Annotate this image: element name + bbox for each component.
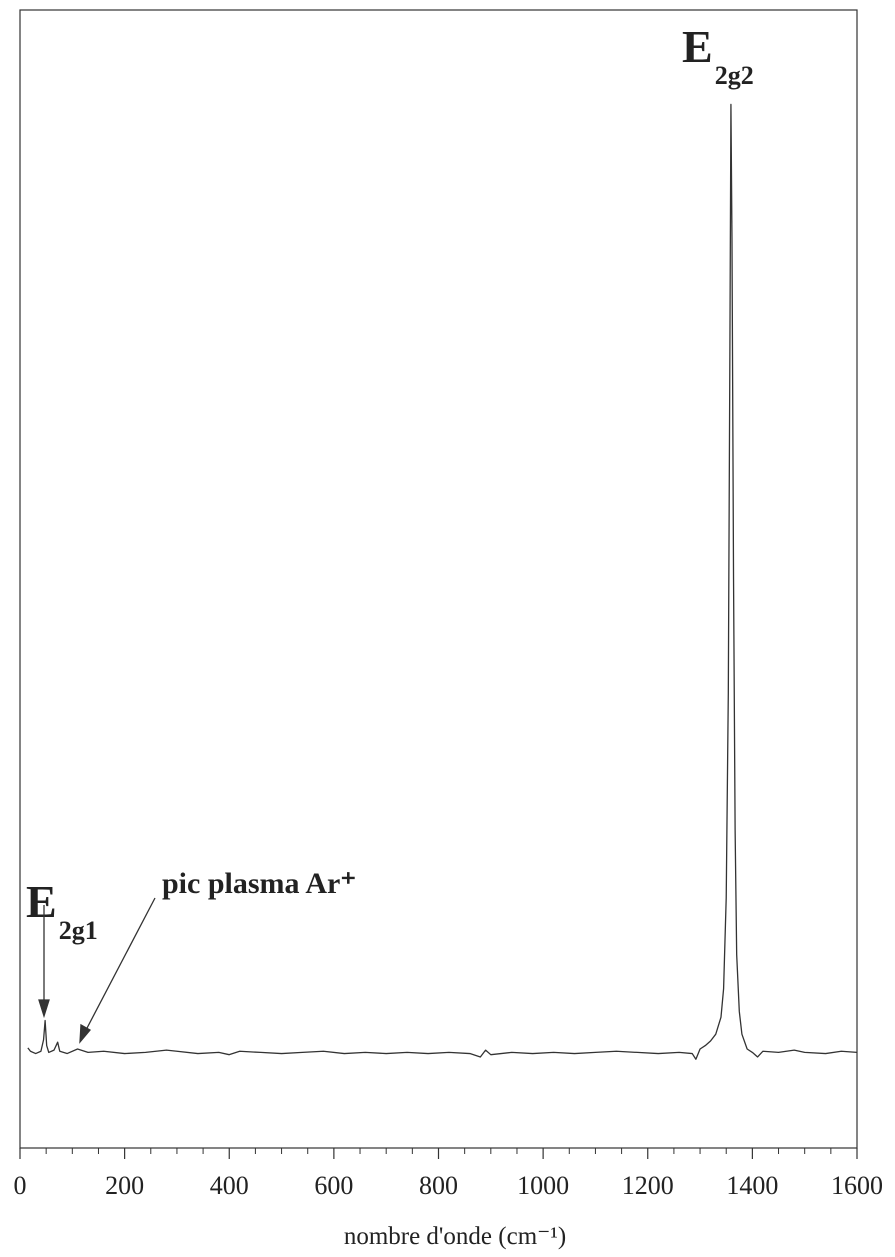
x-tick-label: 1400 bbox=[726, 1171, 778, 1200]
x-tick-label: 200 bbox=[105, 1171, 144, 1200]
x-tick-label: 1600 bbox=[831, 1171, 883, 1200]
x-tick-label: 800 bbox=[419, 1171, 458, 1200]
arrows bbox=[38, 897, 156, 1044]
annotation: pic plasma Ar⁺ bbox=[162, 867, 356, 900]
spectrum-line bbox=[27, 103, 858, 1060]
annotation-sub: 2g2 bbox=[715, 61, 754, 90]
arrow-head bbox=[79, 1023, 92, 1044]
x-axis-label: nombre d'onde (cm⁻¹) bbox=[344, 1223, 566, 1250]
annotation-text: E bbox=[26, 876, 57, 927]
x-tick-label: 0 bbox=[14, 1171, 27, 1200]
arrow-head bbox=[38, 999, 50, 1019]
annotation-text: E bbox=[682, 21, 713, 72]
annotation: E2g1 bbox=[26, 876, 98, 945]
arrow-line bbox=[85, 897, 156, 1031]
annotation-sub: 2g1 bbox=[59, 916, 98, 945]
x-tick-label: 1000 bbox=[517, 1171, 569, 1200]
x-tick-label: 600 bbox=[314, 1171, 353, 1200]
x-tick-label: 400 bbox=[210, 1171, 249, 1200]
annotation: E2g2 bbox=[682, 21, 754, 90]
x-tick-label: 1200 bbox=[622, 1171, 674, 1200]
